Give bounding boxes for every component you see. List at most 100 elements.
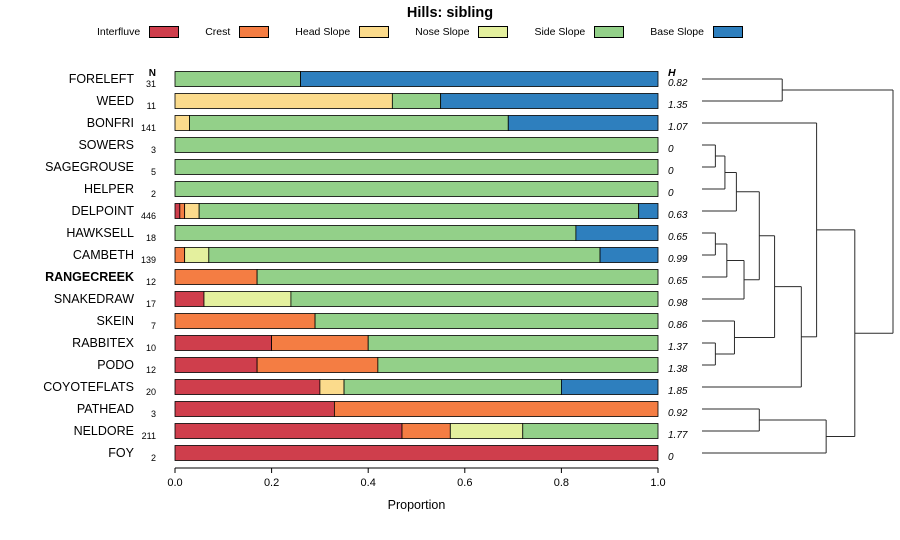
x-axis-tick-label: 0.8 [554, 477, 569, 489]
row-label-cambeth: CAMBETH [73, 248, 134, 262]
row-n-value: 10 [146, 343, 156, 353]
row-h-value: 0.65 [668, 232, 688, 243]
bar-segment-side-slope [290, 291, 659, 307]
bar-segment-interfluve [174, 291, 205, 307]
legend-swatch-base-slope [712, 26, 743, 38]
h-column-header: H [668, 67, 676, 79]
row-h-value: 0.82 [668, 78, 688, 89]
row-h-value: 0.65 [668, 276, 688, 287]
bar-segment-head-slope [184, 203, 200, 219]
legend-label-nose-slope: Nose Slope [415, 26, 470, 38]
row-h-value: 0 [668, 166, 674, 177]
bar-segment-crest [333, 401, 659, 417]
row-h-value: 0.99 [668, 254, 688, 265]
row-label-sowers: SOWERS [78, 138, 134, 152]
row-n-value: 31 [146, 79, 156, 89]
bar-segment-side-slope [343, 379, 562, 395]
row-n-value: 211 [142, 431, 156, 441]
bar-segment-side-slope [174, 225, 577, 241]
legend-item-crest: Crest [205, 26, 270, 38]
legend-item-base-slope: Base Slope [650, 26, 743, 38]
bar-segment-interfluve [174, 423, 403, 439]
bar-segment-crest [179, 203, 186, 219]
legend: Interfluve Crest Head Slope Nose Slope Side … [0, 26, 900, 38]
row-label-delpoint: DELPOINT [71, 204, 134, 218]
legend-swatch-head-slope [359, 26, 390, 38]
bar-segment-side-slope [391, 93, 442, 109]
x-axis-label: Proportion [388, 498, 446, 512]
x-axis-tick-label: 0.4 [361, 477, 376, 489]
legend-item-interfluve: Interfluve [97, 26, 180, 38]
bar-segment-side-slope [256, 269, 659, 285]
row-n-value: 7 [151, 321, 156, 331]
row-label-neldore: NELDORE [74, 424, 134, 438]
bar-segment-side-slope [174, 181, 659, 197]
bar-segment-base-slope [575, 225, 659, 241]
row-label-rabbitex: RABBITEX [72, 336, 134, 350]
bar-segment-nose-slope [449, 423, 524, 439]
row-h-value: 0.63 [668, 210, 688, 221]
bar-segment-crest [401, 423, 451, 439]
row-label-foreleft: FORELEFT [69, 72, 135, 86]
legend-swatch-interfluve [149, 26, 180, 38]
legend-label-interfluve: Interfluve [97, 26, 141, 38]
legend-item-head-slope: Head Slope [295, 26, 390, 38]
bar-segment-base-slope [300, 71, 659, 87]
row-n-value: 12 [146, 365, 156, 375]
row-n-value: 2 [151, 189, 156, 199]
x-axis-tick-label: 0.2 [264, 477, 279, 489]
bar-segment-crest [271, 335, 369, 351]
row-h-value: 1.38 [668, 364, 688, 375]
bar-segment-side-slope [377, 357, 659, 373]
bar-segment-crest [256, 357, 379, 373]
bar-segment-side-slope [189, 115, 509, 131]
bar-segment-interfluve [174, 335, 272, 351]
bar-segment-head-slope [174, 93, 393, 109]
row-h-value: 1.35 [668, 100, 688, 111]
row-h-value: 0 [668, 188, 674, 199]
row-n-value: 11 [147, 101, 156, 111]
bar-segment-side-slope [367, 335, 659, 351]
bar-segment-side-slope [174, 159, 659, 175]
row-label-skein: SKEIN [96, 314, 134, 328]
row-label-podo: PODO [97, 358, 134, 372]
bar-segment-interfluve [174, 357, 258, 373]
bar-segment-interfluve [174, 379, 321, 395]
bar-segment-base-slope [507, 115, 659, 131]
row-label-snakedraw: SNAKEDRAW [54, 292, 134, 306]
bar-segment-nose-slope [184, 247, 210, 263]
bar-segment-base-slope [599, 247, 659, 263]
row-n-value: 12 [146, 277, 156, 287]
row-label-sagegrouse: SAGEGROUSE [45, 160, 134, 174]
row-h-value: 1.77 [668, 430, 688, 441]
row-label-hawksell: HAWKSELL [66, 226, 134, 240]
bar-segment-nose-slope [203, 291, 292, 307]
legend-label-head-slope: Head Slope [295, 26, 351, 38]
bar-segment-interfluve [174, 401, 335, 417]
row-n-value: 2 [151, 453, 156, 463]
x-axis-tick-label: 1.0 [650, 477, 665, 489]
row-n-value: 3 [151, 409, 156, 419]
row-label-rangecreek: RANGECREEK [45, 270, 134, 284]
row-label-weed: WEED [97, 94, 135, 108]
row-n-value: 20 [146, 387, 156, 397]
n-column-header: N [149, 68, 156, 79]
row-n-value: 17 [146, 299, 156, 309]
legend-item-nose-slope: Nose Slope [415, 26, 509, 38]
row-h-value: 0.86 [668, 320, 688, 331]
row-label-bonfri: BONFRI [87, 116, 134, 130]
bar-segment-side-slope [198, 203, 640, 219]
bar-segment-side-slope [314, 313, 659, 329]
row-n-value: 5 [151, 167, 156, 177]
legend-swatch-crest [239, 26, 270, 38]
x-axis-tick-label: 0.0 [167, 477, 182, 489]
bar-segment-side-slope [208, 247, 601, 263]
bar-segment-interfluve [174, 445, 659, 461]
row-n-value: 3 [151, 145, 156, 155]
bar-segment-head-slope [174, 115, 190, 131]
bar-segment-base-slope [561, 379, 659, 395]
row-h-value: 1.07 [668, 122, 688, 133]
chart-title: Hills: sibling [406, 5, 494, 21]
row-h-value: 0.98 [668, 298, 688, 309]
